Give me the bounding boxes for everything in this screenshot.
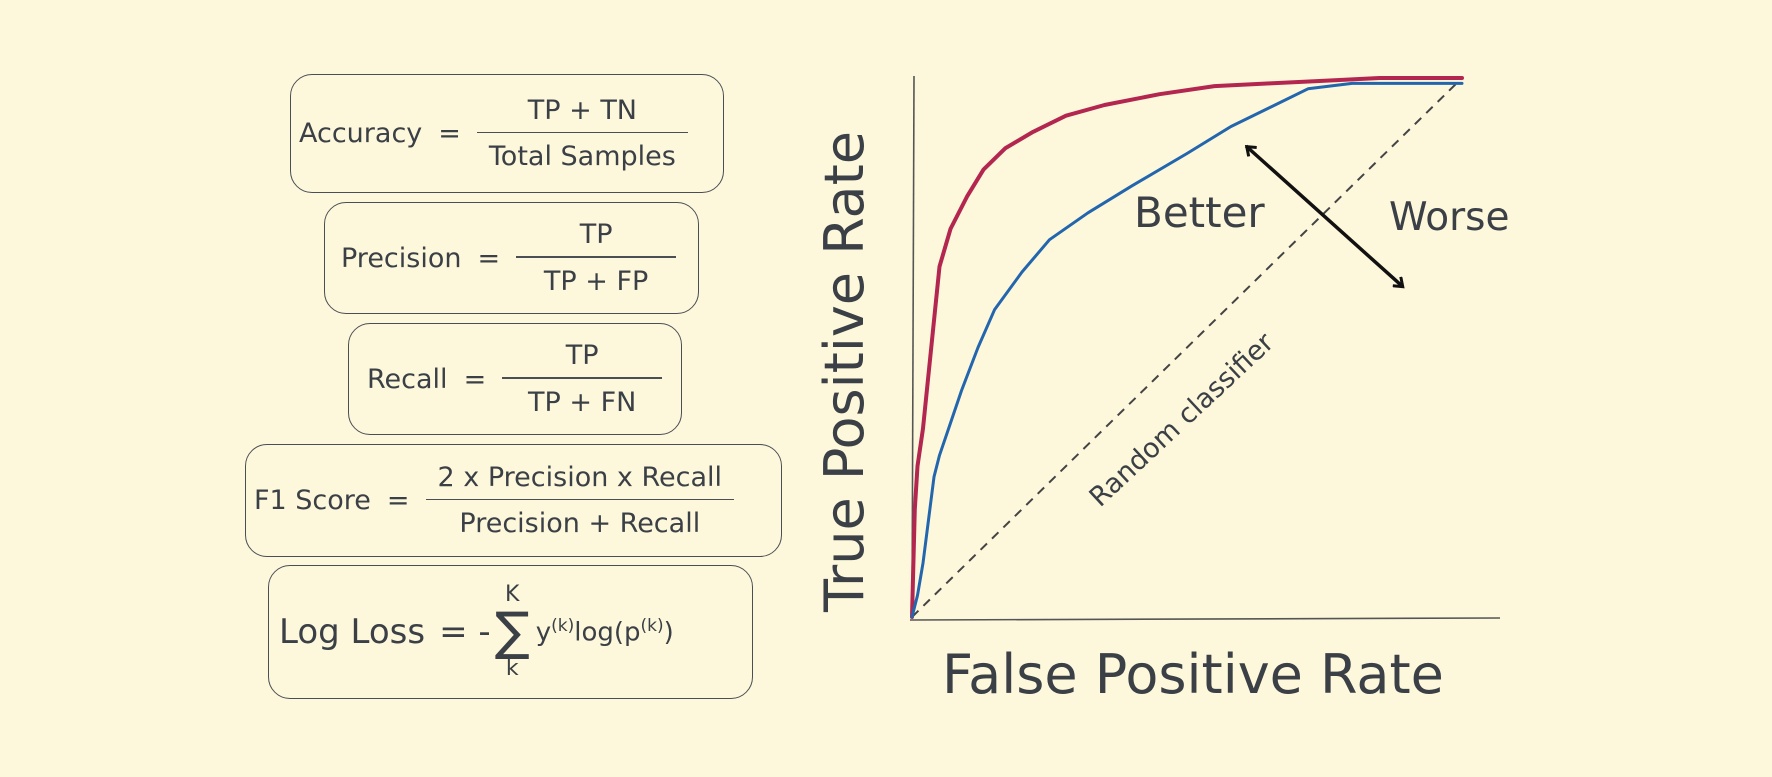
log-term: log(p: [574, 617, 641, 648]
better-worse-arrow: [1244, 144, 1402, 286]
accuracy-numerator: TP + TN: [527, 94, 638, 126]
accuracy-denominator: Total Samples: [488, 141, 676, 173]
f1-score-fraction: 2 x Precision x Recall Precision + Recal…: [425, 461, 735, 540]
recall-denominator: TP + FN: [528, 386, 637, 418]
summation: K ∑ k: [495, 584, 530, 680]
f1-score-denominator: Precision + Recall: [459, 508, 701, 540]
precision-label: Precision: [341, 242, 462, 274]
recall-numerator: TP: [565, 340, 599, 372]
x-axis-label: False Positive Rate: [942, 643, 1444, 706]
sum-lower-limit: k: [505, 656, 519, 681]
precision-formula: Precision = TP TP + FP: [324, 202, 699, 314]
better-label: Better: [1134, 188, 1265, 237]
fraction-bar: [476, 131, 688, 134]
series-layer: [910, 76, 1464, 619]
superscript-k: (k): [640, 616, 664, 637]
closing-paren: ): [663, 617, 674, 648]
fraction-bar: [425, 498, 735, 501]
equals-sign: =: [463, 363, 487, 395]
equals-sign: =: [477, 242, 501, 274]
superscript-k: (k): [551, 616, 575, 637]
y-axis-label: True Positive Rate: [813, 131, 876, 613]
x-axis: [909, 617, 1501, 621]
recall-fraction: TP TP + FN: [502, 340, 663, 418]
f1-score-label: F1 Score: [254, 485, 371, 516]
sigma-icon: ∑: [494, 602, 530, 662]
worse-label: Worse: [1389, 195, 1510, 240]
accuracy-formula: Accuracy = TP + TN Total Samples: [290, 74, 724, 193]
recall-label: Recall: [367, 363, 448, 395]
roc-curve-1: [910, 76, 1464, 619]
log-loss-label: Log Loss: [279, 612, 426, 652]
accuracy-label: Accuracy: [299, 118, 423, 149]
precision-denominator: TP + FP: [543, 265, 649, 297]
precision-fraction: TP TP + FP: [516, 219, 677, 297]
equals-sign: =: [438, 118, 461, 149]
sum-upper-limit: K: [505, 582, 520, 607]
recall-formula: Recall = TP TP + FN: [348, 323, 682, 435]
equals-minus-sign: = -: [439, 612, 491, 652]
accuracy-fraction: TP + TN Total Samples: [476, 94, 688, 173]
roc-curve-2: [910, 81, 1464, 619]
log-loss-term: y(k)log(p(k)): [536, 616, 674, 648]
y-term: y: [535, 617, 552, 648]
f1-score-formula: F1 Score = 2 x Precision x Recall Precis…: [245, 444, 782, 557]
fraction-bar: [516, 256, 677, 258]
fraction-bar: [502, 377, 663, 379]
equals-sign: =: [386, 485, 410, 516]
log-loss-formula: Log Loss = - K ∑ k y(k)log(p(k)): [268, 565, 753, 699]
precision-numerator: TP: [579, 219, 613, 251]
f1-score-numerator: 2 x Precision x Recall: [437, 461, 723, 493]
random-classifier-label: Random classifier: [1084, 326, 1281, 513]
